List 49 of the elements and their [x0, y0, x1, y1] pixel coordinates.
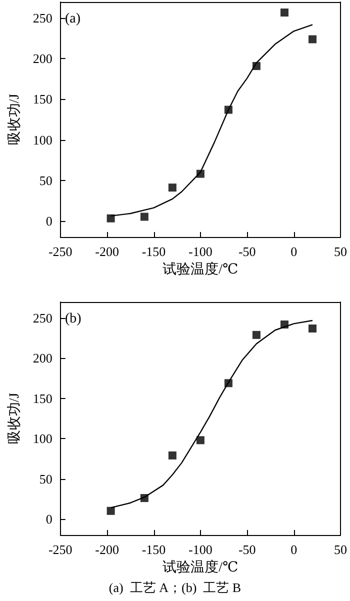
- point: [168, 451, 176, 460]
- x-tick-label: -200: [95, 244, 120, 259]
- x-tick-label: -200: [95, 542, 120, 557]
- text: (b): [65, 312, 82, 326]
- x-tick-label: 50: [334, 542, 347, 557]
- point: [308, 324, 316, 333]
- x-tick-label: 0: [290, 244, 298, 259]
- point: [280, 320, 288, 328]
- x-tick-label: 0: [290, 542, 298, 557]
- point: [196, 436, 204, 444]
- x-tick-label: -150: [142, 542, 166, 557]
- y-tick-label: 250: [32, 310, 52, 326]
- y-tick-label: 250: [32, 10, 52, 26]
- x-tick-label: -50: [238, 542, 256, 557]
- x-tick-label: -100: [188, 542, 212, 557]
- point: [252, 330, 260, 339]
- y-tick-label: 100: [32, 132, 52, 148]
- point: [168, 184, 176, 192]
- point: [224, 379, 232, 388]
- y-tick-label: 0: [46, 213, 52, 228]
- point: [106, 506, 115, 515]
- y-tick-label: 50: [39, 172, 52, 188]
- point: [106, 214, 115, 222]
- y-tick-label: 200: [32, 51, 52, 66]
- x-tick-label: -100: [188, 244, 212, 259]
- y-axis-title: 吸收功/J: [6, 93, 22, 146]
- y-tick-label: 200: [32, 350, 52, 366]
- point: [140, 494, 148, 502]
- point: [224, 106, 232, 114]
- y-tick-label: 50: [39, 471, 52, 486]
- text: (a) 工艺 A；(b) 工艺 B: [108, 580, 242, 595]
- x-axis-title: 试验温度/℃: [162, 262, 238, 278]
- x-tick-label: 50: [334, 244, 347, 259]
- x-axis-title: 试验温度/℃: [162, 560, 238, 576]
- x-tick-label: -50: [238, 244, 256, 259]
- point: [196, 170, 204, 178]
- text: (a): [65, 12, 81, 26]
- point: [280, 8, 288, 17]
- y-tick-label: 100: [32, 431, 52, 446]
- point: [140, 212, 148, 221]
- point: [252, 62, 260, 70]
- point: [308, 35, 316, 44]
- x-tick-label: -250: [48, 542, 72, 557]
- y-tick-label: 150: [32, 92, 52, 107]
- x-tick-label: -250: [48, 244, 72, 259]
- y-tick-label: 0: [46, 511, 52, 526]
- y-axis-title: 吸收功/J: [6, 392, 22, 444]
- x-tick-label: -150: [142, 244, 166, 259]
- y-tick-label: 150: [32, 390, 52, 406]
